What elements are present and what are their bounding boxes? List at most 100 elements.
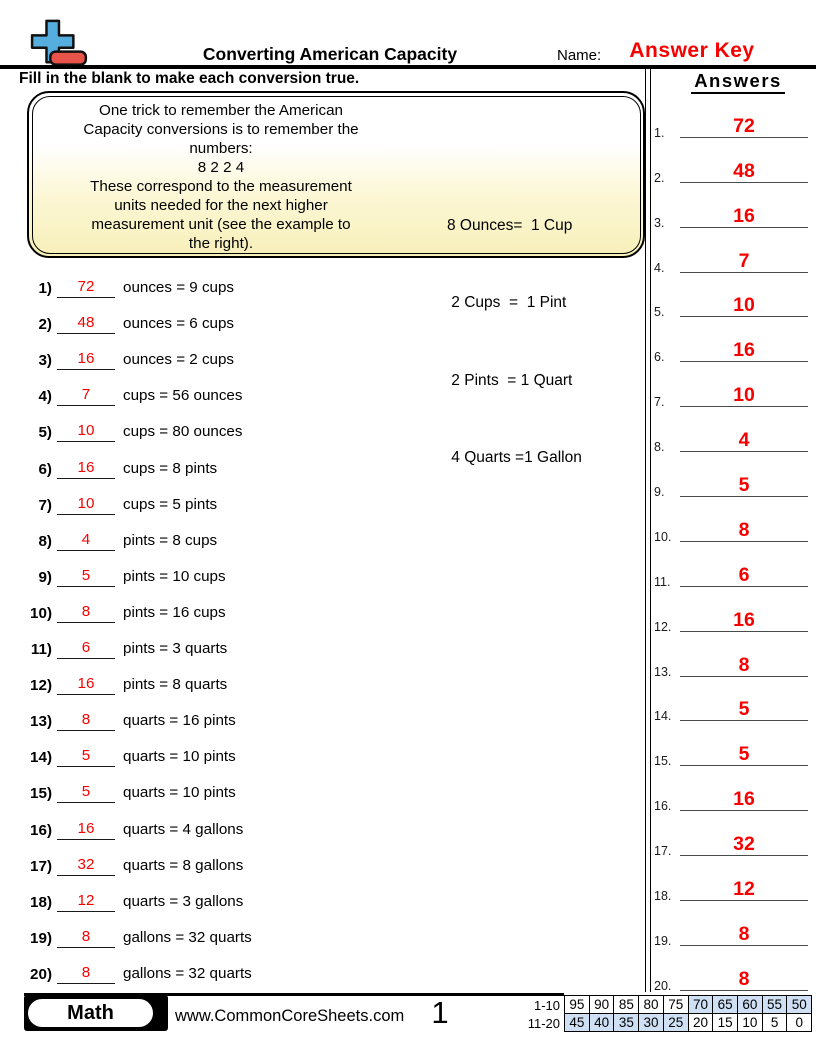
grade-cell: 5 [761,1012,788,1032]
answer-blank: 16 [680,788,808,812]
problem-answer-blank: 48 [57,313,115,335]
problem-number: 16) [30,821,52,839]
grading-table: 95 90 85 80 75 70 65 60 55 50 45 [564,995,813,1032]
problem-text: ounces = 2 cups [123,351,235,369]
problem-answer-blank: 6 [57,638,115,660]
problem-answer-blank: 5 [57,566,115,587]
note-text-line: the right). [188,235,254,252]
problem-row: 17) 32 quarts = 8 gallons [24,840,484,876]
problem-answer-blank: 16 [57,674,115,696]
answer-row: 6. 16 [652,324,814,369]
header-rule [0,65,816,69]
answer-number: 9. [654,485,665,500]
grade-range-label-1: 1-10 [533,998,560,1013]
problem-answer-blank: 10 [57,494,115,515]
grade-cell: 70 [687,995,714,1014]
answer-blank: 5 [680,698,808,722]
grade-cell: 15 [712,1012,739,1032]
problem-row: 8) 4 pints = 8 cups [24,515,484,551]
answer-row: 12. 16 [652,594,814,639]
problem-number: 17) [30,857,52,875]
problem-row: 16) 16 quarts = 4 gallons [24,803,484,840]
grade-cell: 55 [761,995,788,1014]
problem-number: 14) [30,749,52,767]
minus-icon [49,50,88,66]
problem-text: cups = 80 ounces [123,423,243,441]
answer-blank: 8 [680,923,808,946]
problem-number: 8) [38,532,52,550]
problem-row: 15) 5 quarts = 10 pints [24,767,484,804]
problem-number: 4) [38,388,52,406]
problem-text: quarts = 8 gallons [123,856,244,874]
problem-text: quarts = 16 pints [123,712,236,730]
grade-cell: 20 [687,1012,714,1032]
answer-blank: 10 [680,384,808,408]
grade-cell: 95 [564,995,590,1014]
problem-text: quarts = 4 gallons [123,820,244,838]
problem-answer-blank: 4 [57,530,115,551]
problem-text: gallons = 32 quarts [123,928,252,946]
grade-cell: 80 [638,995,664,1014]
answers-list: 1. 72 2. 48 3. 16 4. 7 5. 10 [652,100,814,998]
problem-answer-blank: 5 [57,746,115,768]
problem-row: 12) 16 pints = 8 quarts [24,659,484,696]
answer-row: 4. 7 [652,235,814,280]
column-divider [645,69,651,992]
answers-header-label: Answers [691,70,785,94]
answer-row: 2. 48 [652,145,814,190]
problem-answer-blank: 72 [57,277,115,299]
grade-cell: 65 [712,995,739,1014]
problem-text: cups = 8 pints [123,459,218,477]
grade-cell: 85 [613,995,640,1014]
conversion-line: 8 Ounces= 1 Cup [447,217,573,235]
answer-row: 7. 10 [652,369,814,414]
problem-row: 19) 8 gallons = 32 quarts [24,912,484,948]
grade-cell: 90 [588,995,615,1014]
conversion-reference: 8 Ounces= 1 Cup 2 Cups = 1 Pint 2 Pints … [447,139,582,506]
problem-number: 18) [30,893,52,911]
problem-number: 9) [38,568,52,586]
problem-text: cups = 5 pints [123,495,218,513]
answer-number: 10. [654,529,672,544]
answer-blank: 8 [680,968,808,991]
answer-blank: 48 [680,160,808,183]
answer-blank: 72 [680,115,808,138]
problem-number: 15) [30,785,52,803]
grade-cell: 25 [662,1012,689,1032]
grade-cell: 10 [736,1012,763,1032]
answer-row: 17. 32 [652,818,814,863]
note-text-line: units needed for the next higher [114,197,328,214]
answer-blank: 10 [680,294,808,318]
problem-answer-blank: 16 [57,458,115,479]
problem-number: 19) [30,929,52,947]
grading-row-2: 45 40 35 30 25 20 15 10 5 0 [564,1012,813,1032]
conversion-line: 2 Cups = 1 Pint [447,294,567,312]
answer-row: 14. 5 [652,684,814,729]
problem-number: 12) [30,677,52,695]
problem-answer-blank: 8 [57,602,115,623]
instruction-text: Fill in the blank to make each conversio… [19,70,360,87]
answer-blank: 12 [680,878,808,902]
answer-blank: 16 [680,339,808,363]
answer-number: 11. [654,574,671,589]
problem-row: 5) 10 cups = 80 ounces [24,406,484,443]
answer-row: 1. 72 [652,100,814,145]
problem-row: 11) 6 pints = 3 quarts [24,623,484,660]
problem-number: 13) [30,713,52,731]
problem-answer-blank: 16 [57,819,115,840]
name-label: Name: [557,47,602,64]
problem-answer-blank: 8 [57,710,115,732]
conversion-line: 4 Quarts =1 Gallon [447,448,582,466]
answer-row: 11. 6 [652,549,814,594]
grade-cell: 75 [662,995,689,1014]
answer-row: 9. 5 [652,459,814,504]
answer-row: 10. 8 [652,504,814,549]
problem-text: ounces = 9 cups [123,279,235,297]
footer-rule [24,993,564,996]
problem-text: pints = 8 quarts [123,676,228,694]
answer-row: 13. 8 [652,639,814,684]
note-text-line: One trick to remember the American [99,102,343,119]
problem-row: 3) 16 ounces = 2 cups [24,334,484,371]
grade-cell: 40 [588,1012,615,1032]
